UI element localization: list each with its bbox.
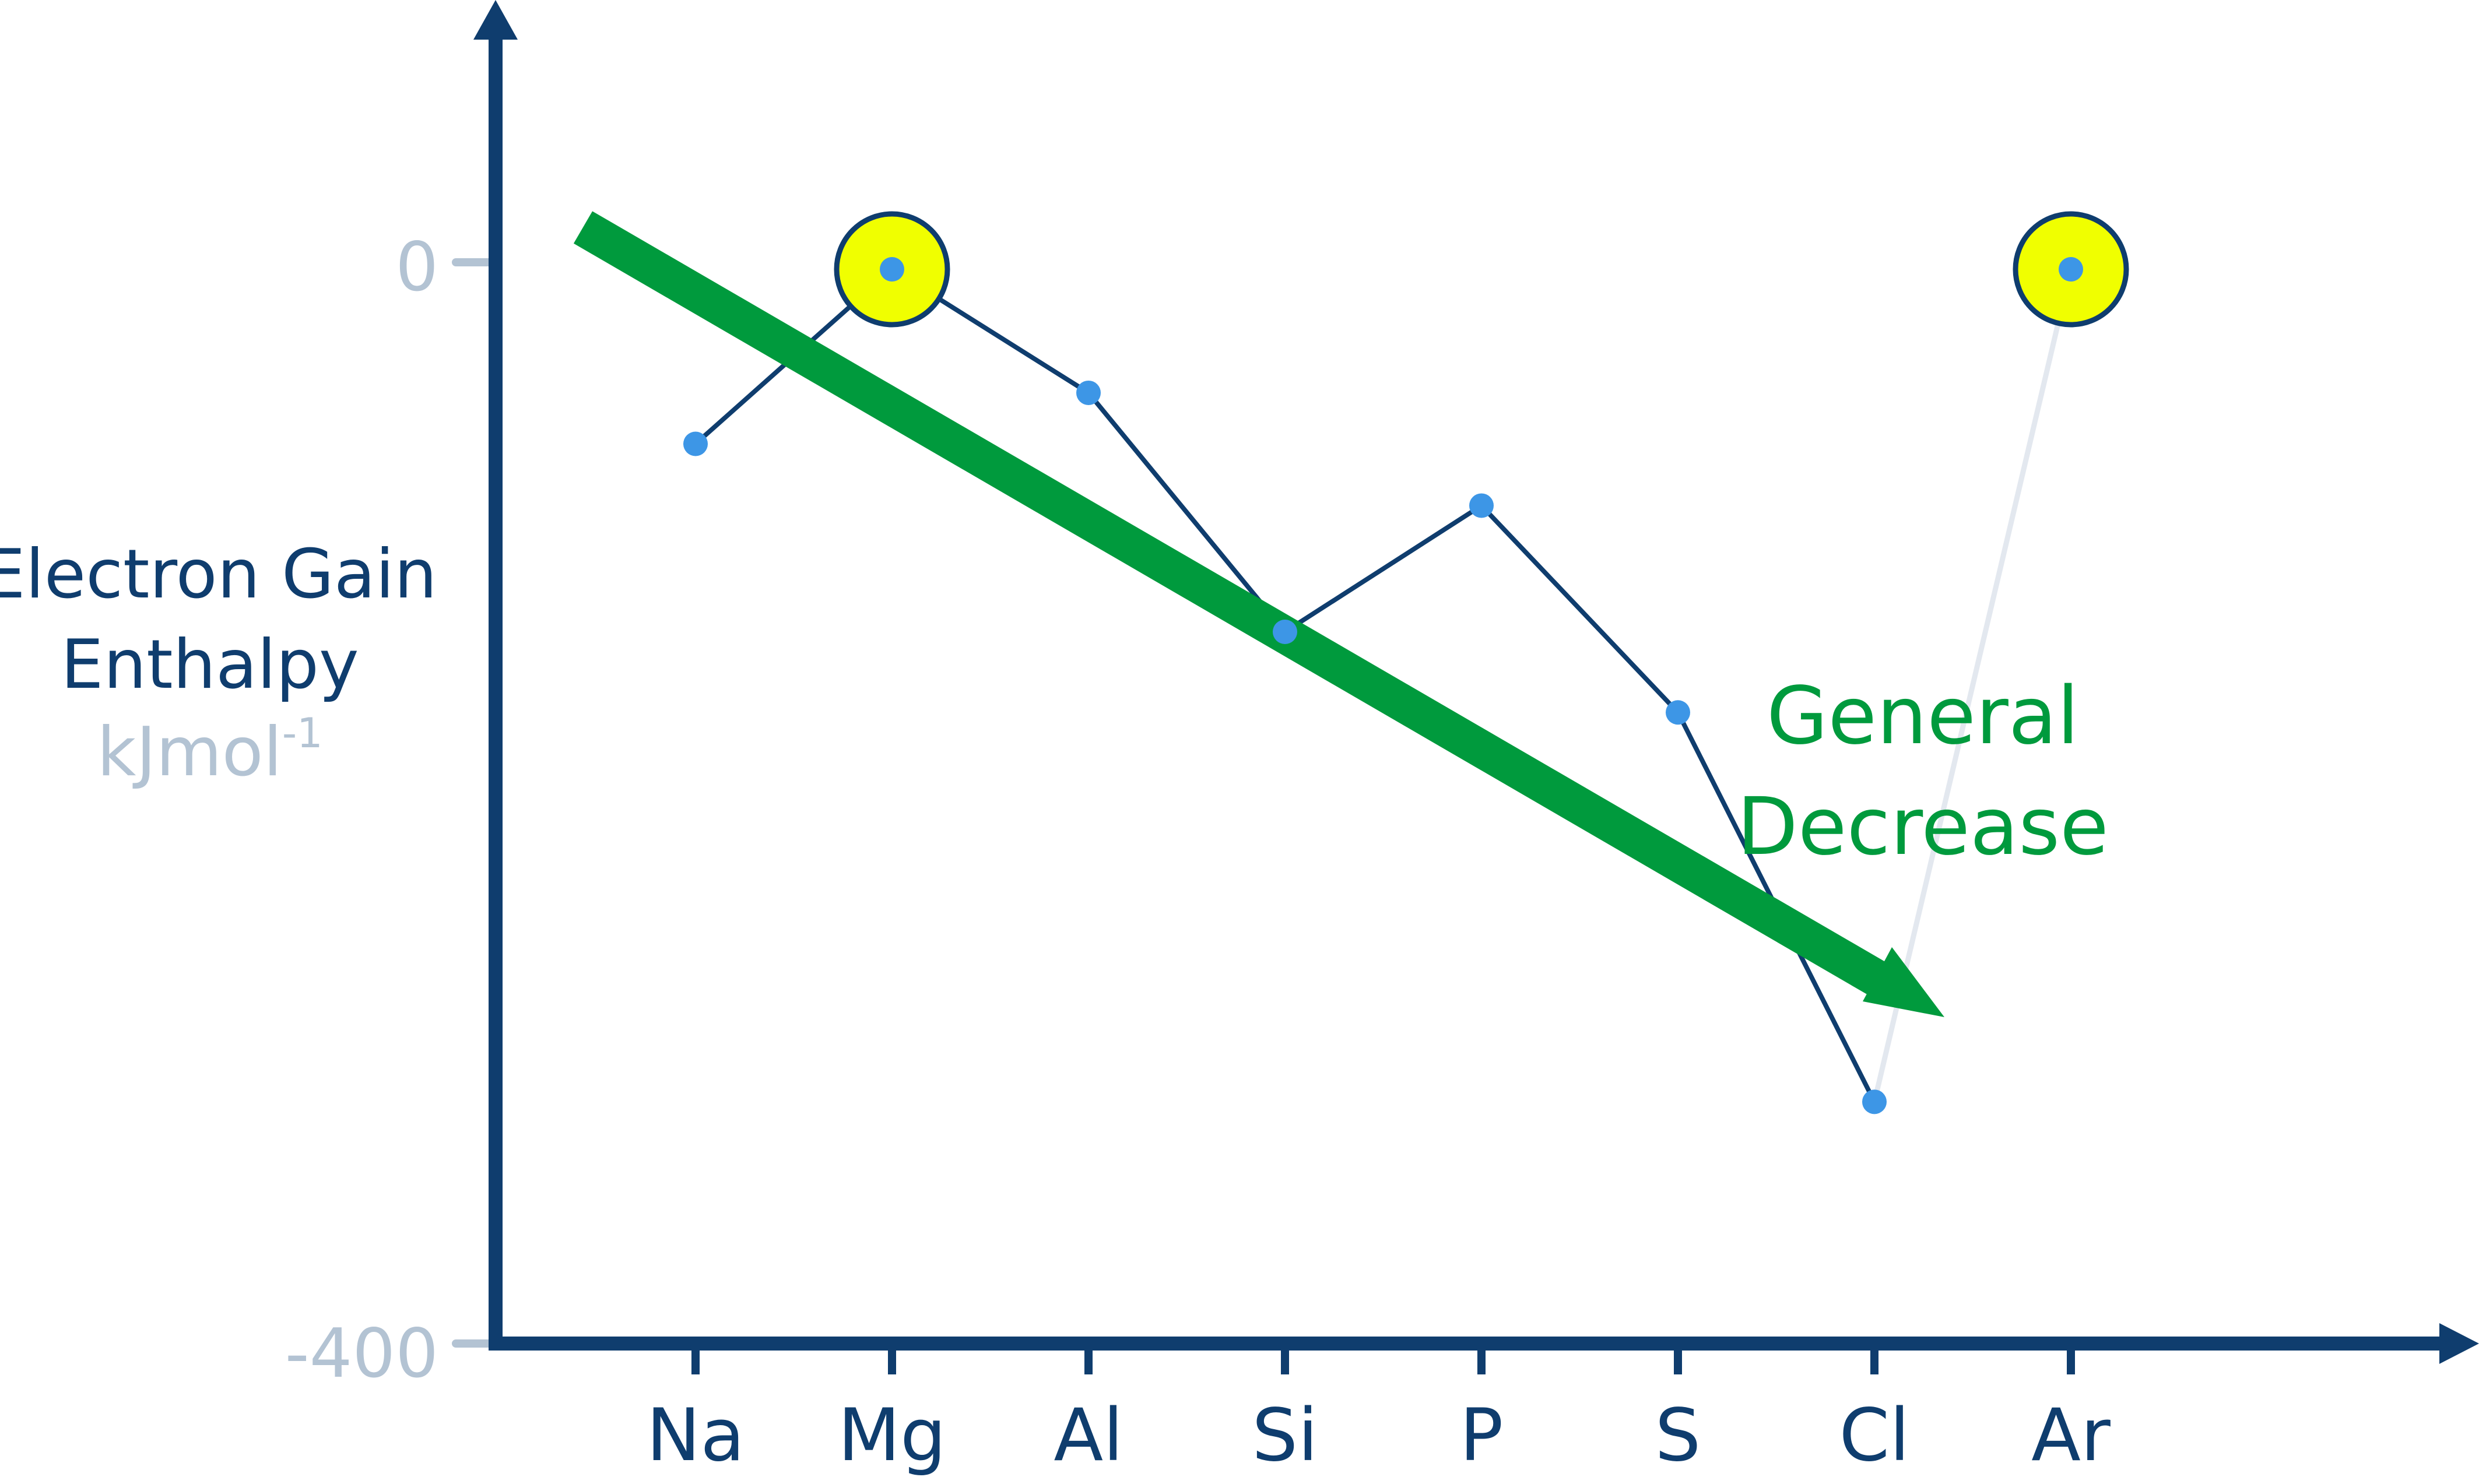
data-point-ar [2059, 257, 2083, 282]
x-tick-label-si: Si [1252, 1394, 1318, 1478]
trend-arrow [573, 211, 1944, 1017]
x-tick-label-s: S [1655, 1394, 1701, 1478]
y-axis-unit: kJmol-1 [97, 709, 322, 792]
y-tick-label-0: 0 [395, 228, 438, 307]
x-axis-arrowhead [2439, 1323, 2479, 1364]
data-markers [683, 257, 2083, 1114]
series-segment-p-s [1480, 504, 1680, 714]
trend-arrow-head [1863, 947, 1944, 1017]
x-tick-label-mg: Mg [838, 1394, 946, 1478]
y-axis-title-line1: Electron Gain [0, 535, 437, 614]
x-tick-label-na: Na [647, 1394, 745, 1478]
annotation-line2: Decrease [1737, 781, 2109, 873]
series-segment-cl-ar [1871, 268, 2074, 1103]
trend-arrow-shaft [573, 211, 1893, 998]
y-axis-unit-sup: -1 [282, 709, 323, 757]
data-point-mg [880, 257, 904, 282]
x-tick-label-cl: Cl [1839, 1394, 1909, 1478]
series-segment-al-si [1086, 391, 1287, 634]
series-segment-si-p [1283, 504, 1483, 634]
highlight-circles [834, 211, 2129, 328]
x-tick-label-p: P [1460, 1394, 1504, 1478]
data-point-si [1273, 620, 1297, 645]
x-ticks: Na Mg Al Si P S Cl Ar [647, 1344, 2111, 1478]
data-point-na [683, 431, 708, 456]
x-tick-label-al: Al [1054, 1394, 1123, 1478]
data-point-p [1469, 493, 1494, 518]
x-tick-label-ar: Ar [2031, 1394, 2111, 1478]
y-axis-unit-base: kJmol [97, 713, 282, 792]
y-axis-arrowhead [473, 0, 518, 40]
data-point-cl [1862, 1089, 1887, 1114]
y-axis-title-line2: Enthalpy [61, 625, 359, 704]
y-tick-label-1: -400 [285, 1314, 438, 1393]
data-point-s [1666, 700, 1690, 725]
annotation-line1: General [1767, 670, 2079, 762]
data-point-al [1076, 380, 1101, 405]
